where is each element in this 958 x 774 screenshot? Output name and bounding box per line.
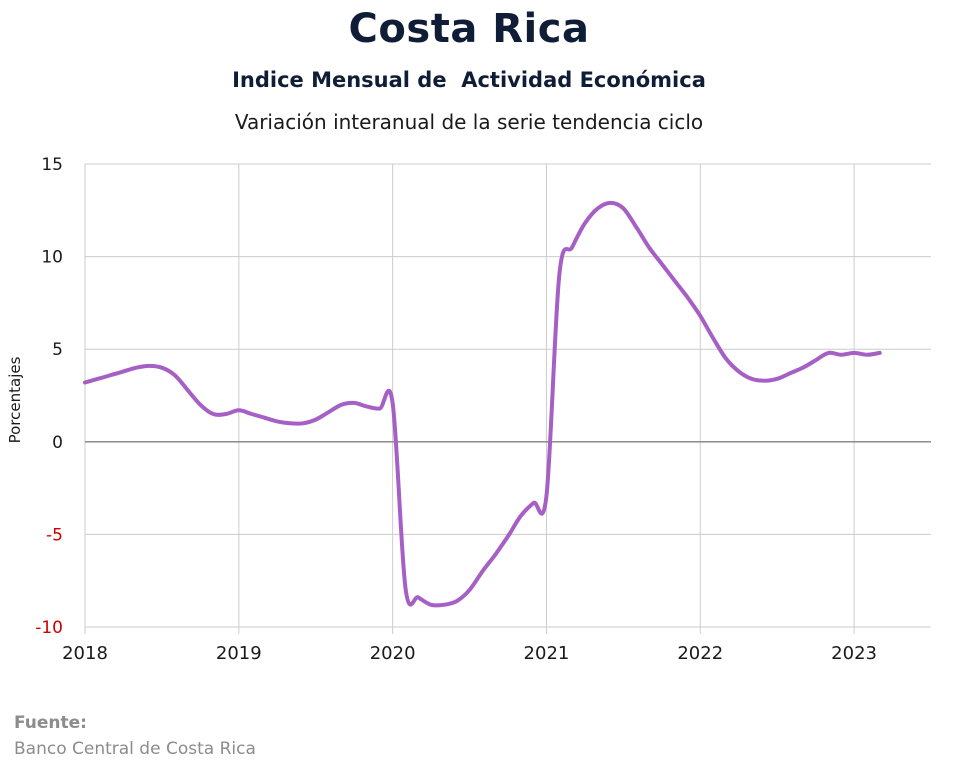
series-layer xyxy=(83,200,882,608)
y-tick-label: 10 xyxy=(41,248,63,268)
x-tick-label: 2019 xyxy=(216,643,262,664)
y-axis-label: Porcentajes xyxy=(6,356,24,443)
series-line xyxy=(83,200,882,608)
y-tick-label: 15 xyxy=(41,155,63,175)
x-tick-label: 2021 xyxy=(524,643,570,664)
tick-labels: 15 10 5 0 -5 -10 2018 2019 2020 2021 2022 2023 xyxy=(35,155,877,664)
y-tick-label: -10 xyxy=(35,618,63,638)
source-text: Banco Central de Costa Rica xyxy=(14,739,256,759)
x-tick-label: 2018 xyxy=(62,643,108,664)
y-tick-label: 5 xyxy=(52,340,63,360)
x-tick-label: 2023 xyxy=(831,643,877,664)
x-tick-label: 2020 xyxy=(370,643,416,664)
axes xyxy=(84,164,931,628)
line-chart: 15 10 5 0 -5 -10 2018 2019 2020 2021 2022 2023 Porc… xyxy=(6,155,931,664)
chart-title: Costa Rica xyxy=(348,6,590,52)
y-tick-label: 0 xyxy=(52,433,63,453)
chart-description: Variación interanual de la serie tendenc… xyxy=(234,110,704,134)
x-tick-label: 2022 xyxy=(677,643,723,664)
grid-lines xyxy=(84,163,931,634)
chart-subtitle: Indice Mensual de Actividad Económica xyxy=(232,68,706,92)
source-label: Fuente: xyxy=(14,713,87,733)
y-tick-label: -5 xyxy=(46,525,63,545)
